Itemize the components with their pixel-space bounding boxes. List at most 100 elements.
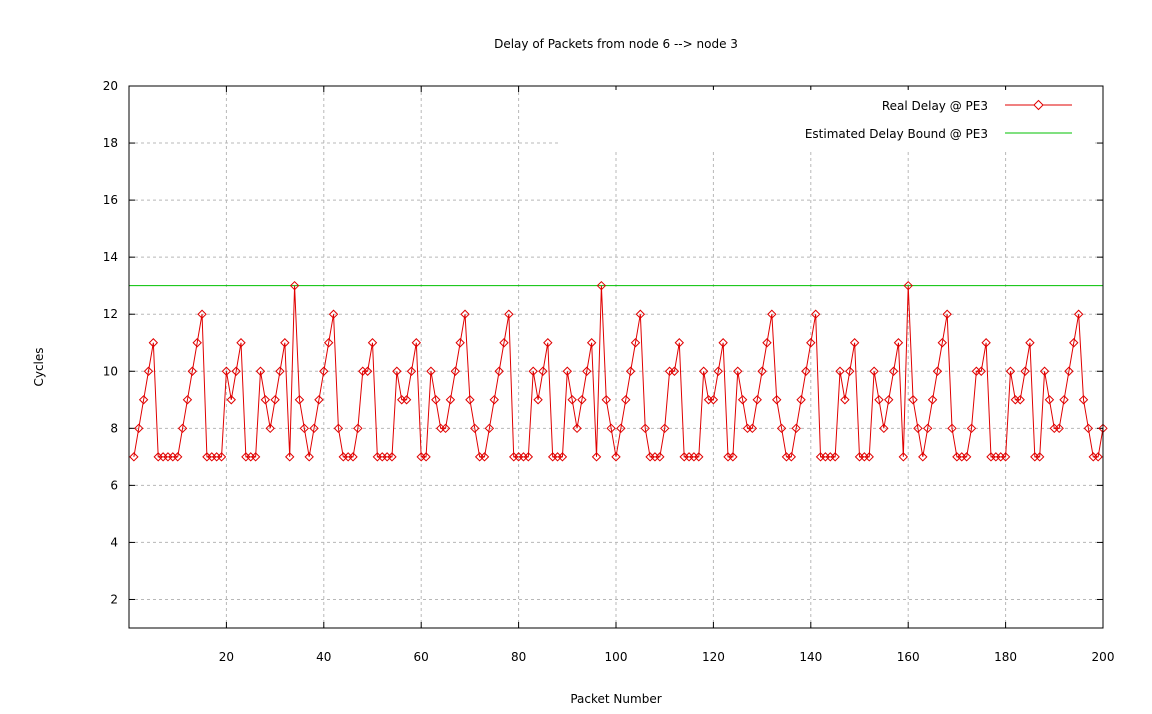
data-point-marker	[250, 452, 261, 462]
data-point-marker	[630, 338, 641, 348]
data-point-marker	[562, 366, 573, 376]
data-point-marker	[937, 338, 947, 348]
data-point-marker	[659, 423, 670, 434]
data-point-marker	[1078, 395, 1089, 405]
legend-label-real-delay: Real Delay @ PE3	[882, 99, 988, 113]
data-point-marker	[187, 366, 198, 376]
x-tick-label: 20	[219, 650, 234, 664]
data-point-marker	[849, 338, 860, 348]
data-point-marker	[387, 452, 397, 462]
data-point-marker	[182, 395, 193, 405]
data-point-marker	[260, 395, 271, 405]
data-point-marker	[922, 423, 933, 434]
data-point-marker	[586, 338, 597, 348]
data-point-marker	[231, 366, 241, 376]
data-point-marker	[786, 452, 797, 462]
data-point-marker	[523, 452, 534, 462]
data-point-marker	[845, 366, 855, 376]
data-point-marker	[757, 366, 767, 376]
data-point-marker	[460, 309, 470, 319]
data-point-marker	[640, 423, 650, 434]
data-point-marker	[932, 366, 943, 376]
data-point-marker	[1054, 423, 1064, 434]
data-point-marker	[353, 423, 363, 434]
data-point-marker	[275, 366, 285, 376]
data-point-marker	[718, 338, 728, 348]
y-tick-label: 2	[110, 592, 118, 606]
data-point-marker	[903, 280, 913, 291]
plot-series	[129, 280, 1108, 462]
data-point-marker	[1083, 423, 1094, 434]
data-point-marker	[747, 423, 758, 434]
x-tick-label: 120	[702, 650, 725, 664]
data-point-marker	[669, 366, 680, 376]
legend: Real Delay @ PE3 Estimated Delay Bound @…	[560, 90, 1092, 152]
data-point-marker	[401, 395, 412, 405]
y-tick-label: 20	[103, 79, 118, 93]
data-point-marker	[611, 452, 621, 462]
data-point-marker	[884, 395, 894, 405]
x-tick-label: 100	[605, 650, 628, 664]
data-point-marker	[737, 395, 748, 405]
data-point-marker	[484, 423, 495, 434]
grid-lines	[129, 86, 1103, 628]
data-point-marker	[752, 395, 762, 405]
data-point-marker	[1073, 309, 1084, 319]
data-point-marker	[601, 395, 611, 405]
y-axis-label: Cycles	[32, 347, 46, 386]
data-point-marker	[621, 395, 631, 405]
data-point-marker	[177, 423, 188, 434]
data-point-marker	[616, 423, 626, 434]
data-point-marker	[888, 366, 899, 376]
data-point-marker	[270, 395, 280, 405]
legend-background	[560, 90, 1092, 152]
data-point-marker	[976, 366, 986, 376]
data-point-marker	[504, 309, 514, 319]
data-point-marker	[694, 452, 704, 462]
data-point-marker	[674, 338, 685, 348]
data-point-marker	[289, 280, 300, 291]
data-point-marker	[713, 366, 723, 376]
data-point-marker	[216, 452, 227, 462]
data-point-marker	[294, 395, 305, 405]
plot-frame	[128, 85, 1104, 629]
data-point-marker	[708, 395, 719, 405]
data-point-marker	[431, 395, 441, 405]
data-point-marker	[421, 452, 431, 462]
y-tick-label: 18	[103, 136, 118, 150]
data-point-marker	[942, 309, 952, 319]
data-point-marker	[528, 366, 538, 376]
y-tick-label: 8	[110, 421, 118, 435]
y-tick-label: 10	[103, 364, 118, 378]
data-point-marker	[134, 423, 144, 434]
data-point-marker	[635, 309, 646, 319]
data-point-marker	[913, 423, 923, 434]
data-point-marker	[197, 309, 207, 319]
data-point-marker	[591, 452, 602, 462]
data-point-marker	[367, 338, 378, 348]
data-point-marker	[655, 452, 665, 462]
data-point-marker	[465, 395, 475, 405]
data-point-marker	[455, 338, 465, 348]
data-point-marker	[1069, 338, 1079, 348]
data-point-marker	[879, 423, 889, 434]
x-tick-label: 180	[994, 650, 1017, 664]
data-point-marker	[299, 423, 310, 434]
data-point-marker	[596, 280, 607, 291]
x-tick-label: 60	[414, 650, 429, 664]
data-point-marker	[450, 366, 460, 376]
data-point-marker	[499, 338, 509, 348]
data-point-marker	[801, 366, 811, 376]
data-point-marker	[148, 338, 159, 348]
data-point-marker	[791, 423, 801, 434]
data-point-marker	[538, 366, 548, 376]
data-point-marker	[138, 395, 149, 405]
data-point-marker	[406, 366, 417, 376]
data-point-marker	[806, 338, 816, 348]
data-point-marker	[1020, 366, 1030, 376]
chart-title: Delay of Packets from node 6 --> node 3	[494, 37, 738, 51]
data-point-marker	[966, 423, 977, 434]
data-point-marker	[1034, 452, 1045, 462]
data-point-marker	[489, 395, 499, 405]
